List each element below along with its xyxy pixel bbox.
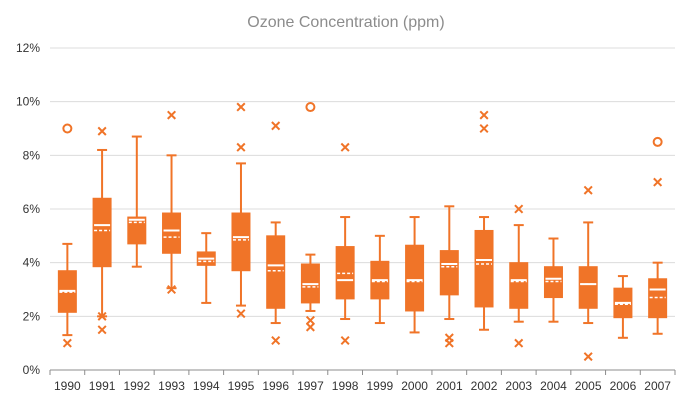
outlier-x	[479, 123, 489, 134]
x-tick-label: 2003	[505, 379, 532, 393]
outlier-x	[305, 315, 315, 325]
y-tick-label: 6%	[23, 202, 41, 216]
x-tick-label: 2000	[401, 379, 428, 393]
box-2006	[613, 275, 633, 339]
y-tick-label: 0%	[23, 363, 41, 377]
box-2003	[509, 204, 529, 348]
box-1999	[370, 234, 390, 325]
outlier-circle	[652, 136, 663, 147]
box-1991	[92, 126, 112, 335]
box-2005	[578, 185, 598, 362]
x-tick-label: 2001	[436, 379, 463, 393]
x-tick-label: 1997	[297, 379, 324, 393]
x-tick-label: 2006	[610, 379, 637, 393]
iqr-box	[578, 266, 598, 309]
box-2002	[474, 110, 494, 331]
iqr-box	[266, 235, 286, 309]
box-1997	[300, 102, 320, 332]
y-tick-label: 2%	[23, 309, 41, 323]
outlier-circle	[305, 102, 316, 113]
outlier-x	[271, 121, 281, 131]
x-tick-label: 1999	[367, 379, 394, 393]
outlier-x	[514, 338, 524, 348]
iqr-box	[231, 212, 251, 272]
x-tick-label: 2007	[644, 379, 671, 393]
x-tick-label: 1991	[89, 379, 116, 393]
outlier-x	[340, 335, 350, 345]
box-1990	[57, 123, 77, 348]
outlier-x	[236, 142, 246, 152]
outlier-x	[340, 142, 350, 152]
outlier-x	[514, 204, 524, 214]
outlier-x	[97, 126, 107, 136]
outlier-x	[479, 110, 489, 120]
x-tick-label: 2004	[540, 379, 567, 393]
x-tick-label: 1993	[158, 379, 185, 393]
x-tick-label: 1996	[262, 379, 289, 393]
outlier-x	[97, 311, 107, 321]
outlier-x	[167, 284, 177, 295]
iqr-box	[162, 212, 182, 254]
box-1992	[127, 135, 147, 268]
x-tick-label: 2005	[575, 379, 602, 393]
x-tick-label: 1994	[193, 379, 220, 393]
outlier-x	[583, 185, 593, 195]
iqr-box	[439, 250, 459, 296]
x-axis: 1990 1991 1992 1993 1994 1995 1996 1997 1998 1999…	[49, 369, 676, 393]
plot-area	[57, 102, 668, 362]
iqr-box	[509, 262, 529, 309]
outlier-x	[653, 177, 663, 187]
box-2000	[405, 216, 425, 334]
y-tick-label: 4%	[23, 256, 41, 270]
outlier-x	[444, 338, 454, 348]
outlier-x	[97, 325, 107, 335]
box-1996	[266, 121, 286, 345]
outlier-x	[236, 309, 246, 319]
chart-title: Ozone Concentration (ppm)	[247, 14, 444, 31]
outlier-x	[305, 322, 315, 332]
iqr-box	[474, 229, 494, 308]
x-tick-label: 1995	[228, 379, 255, 393]
box-1993	[162, 110, 182, 295]
x-tick-label: 1998	[332, 379, 359, 393]
box-1994	[196, 232, 216, 304]
outlier-x	[583, 352, 593, 362]
y-axis: 0% 2% 4% 6% 8% 10% 12%	[16, 41, 40, 377]
box-1995	[231, 102, 251, 319]
y-tick-label: 10%	[16, 95, 40, 109]
box-1998	[335, 142, 355, 345]
outlier-x	[62, 338, 72, 348]
y-tick-label: 12%	[16, 41, 40, 55]
x-tick-label: 2002	[471, 379, 498, 393]
iqr-box	[92, 197, 112, 268]
x-tick-label: 1992	[123, 379, 150, 393]
outlier-x	[167, 110, 177, 120]
box-2001	[439, 205, 459, 348]
iqr-box	[405, 244, 425, 312]
outlier-circle	[62, 123, 73, 134]
iqr-box	[127, 216, 147, 245]
outlier-x	[236, 102, 246, 112]
y-tick-label: 8%	[23, 148, 41, 162]
box-2007	[648, 136, 668, 335]
outlier-x	[271, 335, 281, 345]
gridlines	[50, 47, 675, 371]
box-2004	[543, 237, 563, 323]
x-tick-label: 1990	[54, 379, 81, 393]
